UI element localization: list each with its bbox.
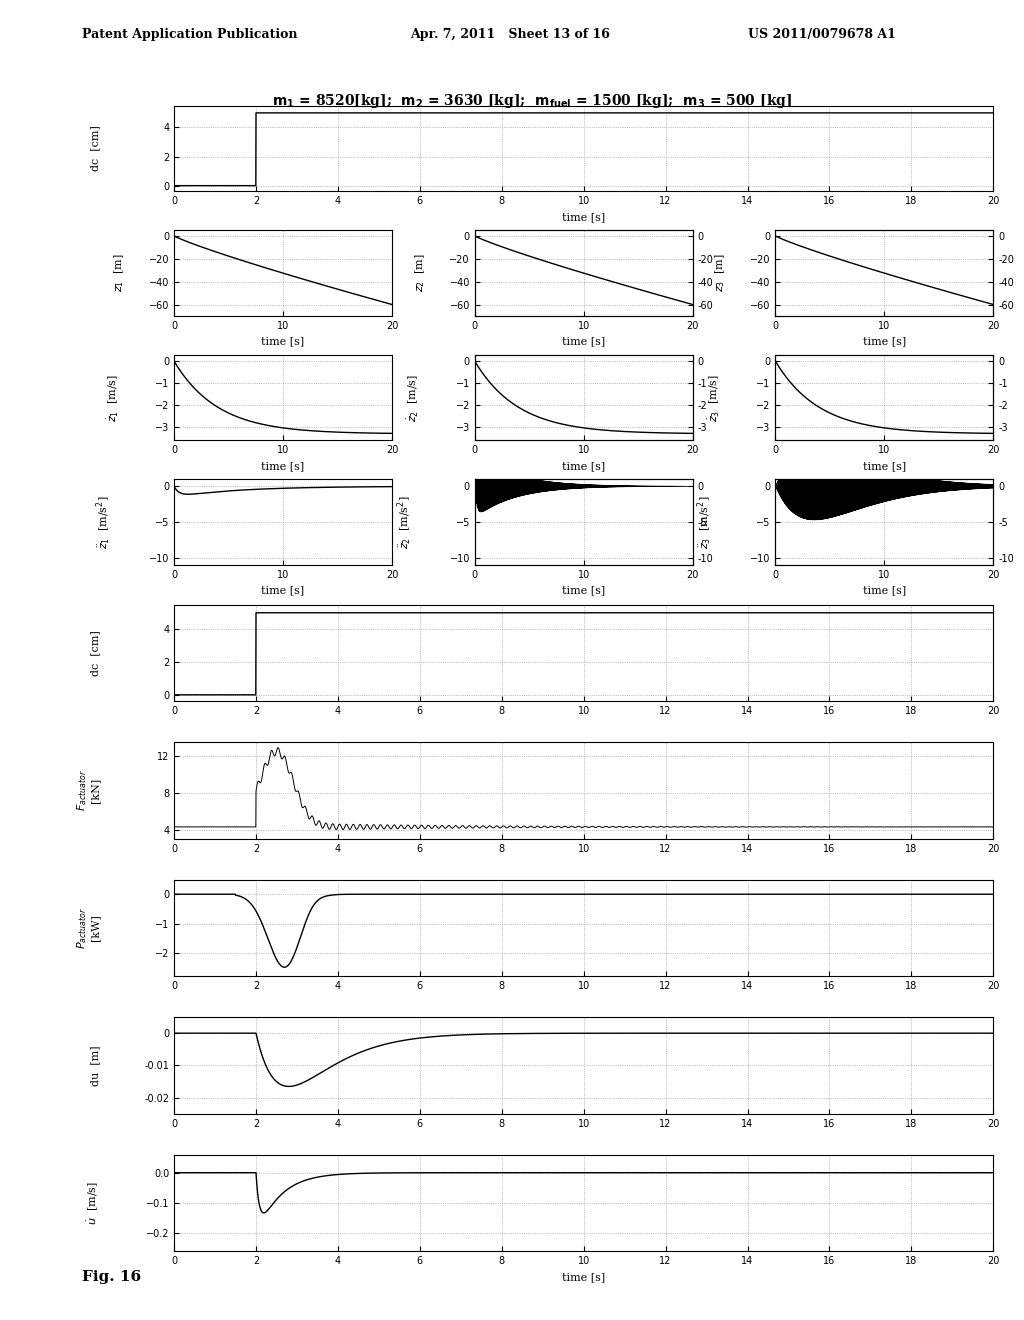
Y-axis label: $\dot{z}_2$  [m/s]: $\dot{z}_2$ [m/s] <box>406 374 420 421</box>
X-axis label: time [s]: time [s] <box>562 213 605 222</box>
Y-axis label: $\ddot{z}_1$  [m/s$^2$]: $\ddot{z}_1$ [m/s$^2$] <box>95 495 113 549</box>
X-axis label: time [s]: time [s] <box>261 461 305 471</box>
Text: US 2011/0079678 A1: US 2011/0079678 A1 <box>748 28 895 41</box>
Y-axis label: $\dot{u}$  [m/s]: $\dot{u}$ [m/s] <box>85 1181 100 1225</box>
Y-axis label: $\dot{z}_3$  [m/s]: $\dot{z}_3$ [m/s] <box>706 374 721 421</box>
X-axis label: time [s]: time [s] <box>862 337 906 346</box>
Y-axis label: $P_{actuator}$
[kW]: $P_{actuator}$ [kW] <box>75 907 100 949</box>
Text: Fig. 16: Fig. 16 <box>82 1270 141 1284</box>
Y-axis label: du  [m]: du [m] <box>90 1045 100 1086</box>
Text: $\mathbf{m_1}$ = 8520[kg];  $\mathbf{m_2}$ = 3630 [kg];  $\mathbf{m_{fuel}}$ = 1: $\mathbf{m_1}$ = 8520[kg]; $\mathbf{m_2}… <box>272 92 793 111</box>
Y-axis label: $z_2$  [m]: $z_2$ [m] <box>414 253 427 292</box>
Text: Patent Application Publication: Patent Application Publication <box>82 28 297 41</box>
X-axis label: time [s]: time [s] <box>562 1271 605 1282</box>
Y-axis label: dc  [cm]: dc [cm] <box>90 125 100 172</box>
X-axis label: time [s]: time [s] <box>562 337 605 346</box>
Y-axis label: $z_3$  [m]: $z_3$ [m] <box>714 253 727 292</box>
X-axis label: time [s]: time [s] <box>261 585 305 595</box>
Y-axis label: $z_1$  [m]: $z_1$ [m] <box>113 253 126 292</box>
X-axis label: time [s]: time [s] <box>562 461 605 471</box>
Y-axis label: $\dot{z}_1$  [m/s]: $\dot{z}_1$ [m/s] <box>104 374 120 421</box>
X-axis label: time [s]: time [s] <box>261 337 305 346</box>
Y-axis label: dc  [cm]: dc [cm] <box>90 630 100 676</box>
Y-axis label: $\ddot{z}_3$  [m/s$^2$]: $\ddot{z}_3$ [m/s$^2$] <box>696 495 715 549</box>
Text: Apr. 7, 2011   Sheet 13 of 16: Apr. 7, 2011 Sheet 13 of 16 <box>410 28 609 41</box>
X-axis label: time [s]: time [s] <box>562 585 605 595</box>
X-axis label: time [s]: time [s] <box>862 585 906 595</box>
X-axis label: time [s]: time [s] <box>862 461 906 471</box>
Y-axis label: $F_{actuator}$
[kN]: $F_{actuator}$ [kN] <box>75 770 100 812</box>
Y-axis label: $\ddot{z}_2$  [m/s$^2$]: $\ddot{z}_2$ [m/s$^2$] <box>395 495 414 549</box>
